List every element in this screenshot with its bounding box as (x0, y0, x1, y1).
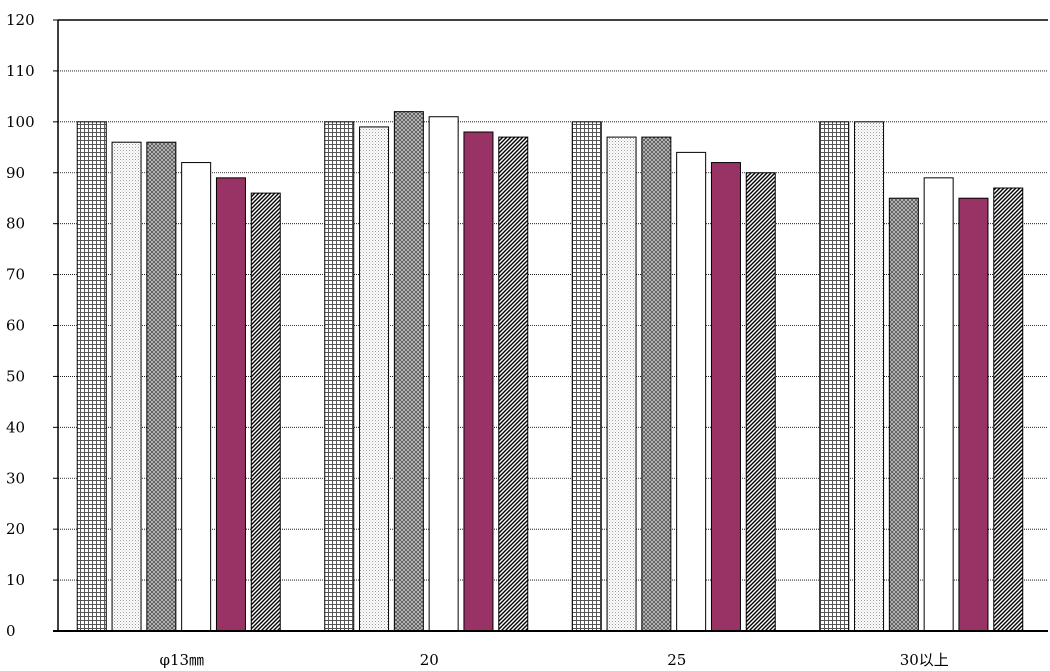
bar (463, 131, 494, 632)
y-tick-label: 100 (6, 113, 35, 131)
y-tick-label: 70 (6, 266, 25, 284)
x-category-label: 20 (420, 651, 439, 669)
y-tick-label: 60 (6, 317, 25, 335)
bar (76, 121, 107, 632)
bar (958, 197, 989, 632)
bar (606, 136, 637, 632)
bar (181, 162, 212, 632)
bar (923, 177, 954, 632)
y-tick-label: 30 (6, 469, 25, 487)
bar (250, 192, 281, 632)
y-tick-label: 110 (6, 62, 35, 80)
y-axis-ticks: 0 10 20 30 40 50 60 70 80 90 100 110 120 (6, 11, 58, 640)
bar (359, 126, 390, 632)
y-tick-label: 40 (6, 418, 25, 436)
y-tick-label: 0 (6, 622, 16, 640)
y-tick-label: 20 (6, 520, 25, 538)
bar (215, 177, 246, 632)
bar (745, 172, 776, 632)
bars (76, 111, 1024, 632)
bar (710, 162, 741, 632)
y-tick-label: 120 (6, 11, 35, 29)
bar (111, 141, 142, 632)
x-category-label: φ13㎜ (159, 651, 204, 669)
y-tick-label: 90 (6, 164, 25, 182)
y-tick-label: 50 (6, 367, 25, 385)
bar (641, 136, 672, 632)
bar (393, 111, 424, 632)
y-tick-label: 10 (6, 571, 25, 589)
bar (146, 141, 177, 632)
bar (676, 151, 707, 632)
bar (993, 187, 1024, 632)
x-category-label: 30以上 (900, 651, 949, 669)
bar (571, 121, 602, 632)
bar (819, 121, 850, 632)
bar (854, 121, 885, 632)
bar (324, 121, 355, 632)
bar (428, 116, 459, 632)
axes (53, 19, 1048, 632)
bar (888, 197, 919, 632)
bar (498, 136, 529, 632)
y-tick-label: 80 (6, 215, 25, 233)
x-category-label: 25 (667, 651, 686, 669)
x-axis-labels: φ13㎜ 20 25 30以上 (159, 651, 948, 669)
